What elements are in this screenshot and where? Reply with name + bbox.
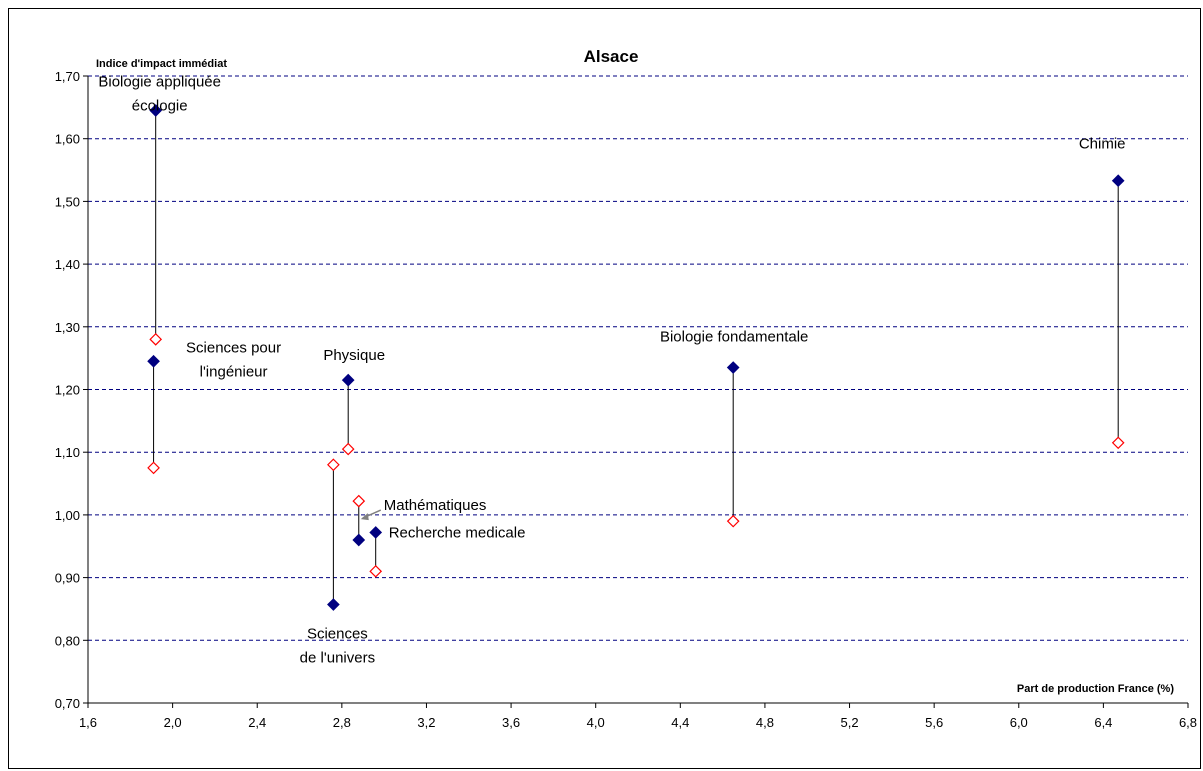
y-tick-label: 0,90 [55,571,80,586]
x-tick-label: 2,0 [164,715,182,730]
filled-diamond-point [352,533,366,547]
filled-diamond-point [149,104,163,117]
y-tick-label: 1,10 [55,445,80,460]
point-label: Recherche medicale [389,524,526,541]
point-label: Biologie appliquée écologie [98,73,221,114]
x-axis-title: Part de production France (%) [1017,683,1174,695]
y-tick-label: 1,70 [55,69,80,84]
open-diamond-point [147,461,160,475]
x-tick-label: 3,2 [417,715,435,730]
point-label-line: Mathématiques [384,497,487,514]
series-layer [147,104,1125,611]
y-axis-title: Indice d'impact immédiat [96,58,227,70]
point-label-line: Recherche medicale [389,524,526,541]
filled-diamond-point [341,373,355,387]
point-label-line: Biologie fondamentale [660,329,808,346]
point-label: Chimie [1079,136,1126,153]
y-tick-label: 1,40 [55,257,80,272]
x-tick-label: 6,4 [1094,715,1112,730]
y-tick-label: 1,50 [55,194,80,209]
open-diamond-point [352,494,366,508]
x-tick-label: 4,0 [587,715,605,730]
chart-frame [8,8,1201,769]
y-tick-label: 1,30 [55,320,80,335]
y-tick-label: 0,80 [55,633,80,648]
point-label: Mathématiques [384,497,487,514]
x-tick-label: 2,4 [248,715,266,730]
open-diamond-point [1111,436,1125,450]
x-tick-label: 5,6 [925,715,943,730]
point-label-line: Sciences [307,626,368,643]
open-diamond-point [327,458,340,472]
open-diamond-point [341,442,355,456]
chart-title: Alsace [584,47,639,66]
y-tick-label: 1,00 [55,508,80,523]
x-tick-label: 5,2 [840,715,858,730]
point-label-line: écologie [132,97,188,114]
point-label-line: l'ingénieur [200,363,268,380]
point-label-line: Physique [323,347,385,364]
point-label-line: Chimie [1079,136,1126,153]
y-tick-label: 1,60 [55,132,80,147]
y-tick-label: 0,70 [55,696,80,711]
point-label: Sciences de l'univers [300,626,375,667]
x-tick-label: 4,8 [756,715,774,730]
y-tick-label: 1,20 [55,383,80,398]
filled-diamond-point [369,526,383,539]
open-diamond-point [726,514,740,528]
x-tick-label: 1,6 [79,715,97,730]
filled-diamond-point [147,354,160,368]
point-label-line: Biologie appliquée [98,73,221,90]
point-label: Physique [323,347,385,364]
x-tick-label: 6,0 [1010,715,1028,730]
filled-diamond-point [327,598,340,611]
x-tick-label: 6,8 [1179,715,1197,730]
point-label-line: de l'univers [300,650,375,667]
pointer-arrowhead [360,513,369,521]
grid-layer [88,75,1188,641]
point-label: Biologie fondamentale [660,329,808,346]
filled-diamond-point [726,361,740,374]
label-layer: Biologie appliquée écologie Sciences pour l… [98,73,1125,666]
point-label: Sciences pour l'ingénieur [186,339,281,380]
filled-diamond-point [1111,174,1125,188]
x-tick-label: 4,4 [671,715,689,730]
x-tick-label: 2,8 [333,715,351,730]
axis-layer: 0,70 0,80 0,90 1,00 1,10 1,20 1,30 1,40 1,50 1,60… [55,69,1197,730]
x-tick-label: 3,6 [502,715,520,730]
open-diamond-point [369,564,383,578]
open-diamond-point [149,332,163,346]
point-label-line: Sciences pour [186,339,281,356]
